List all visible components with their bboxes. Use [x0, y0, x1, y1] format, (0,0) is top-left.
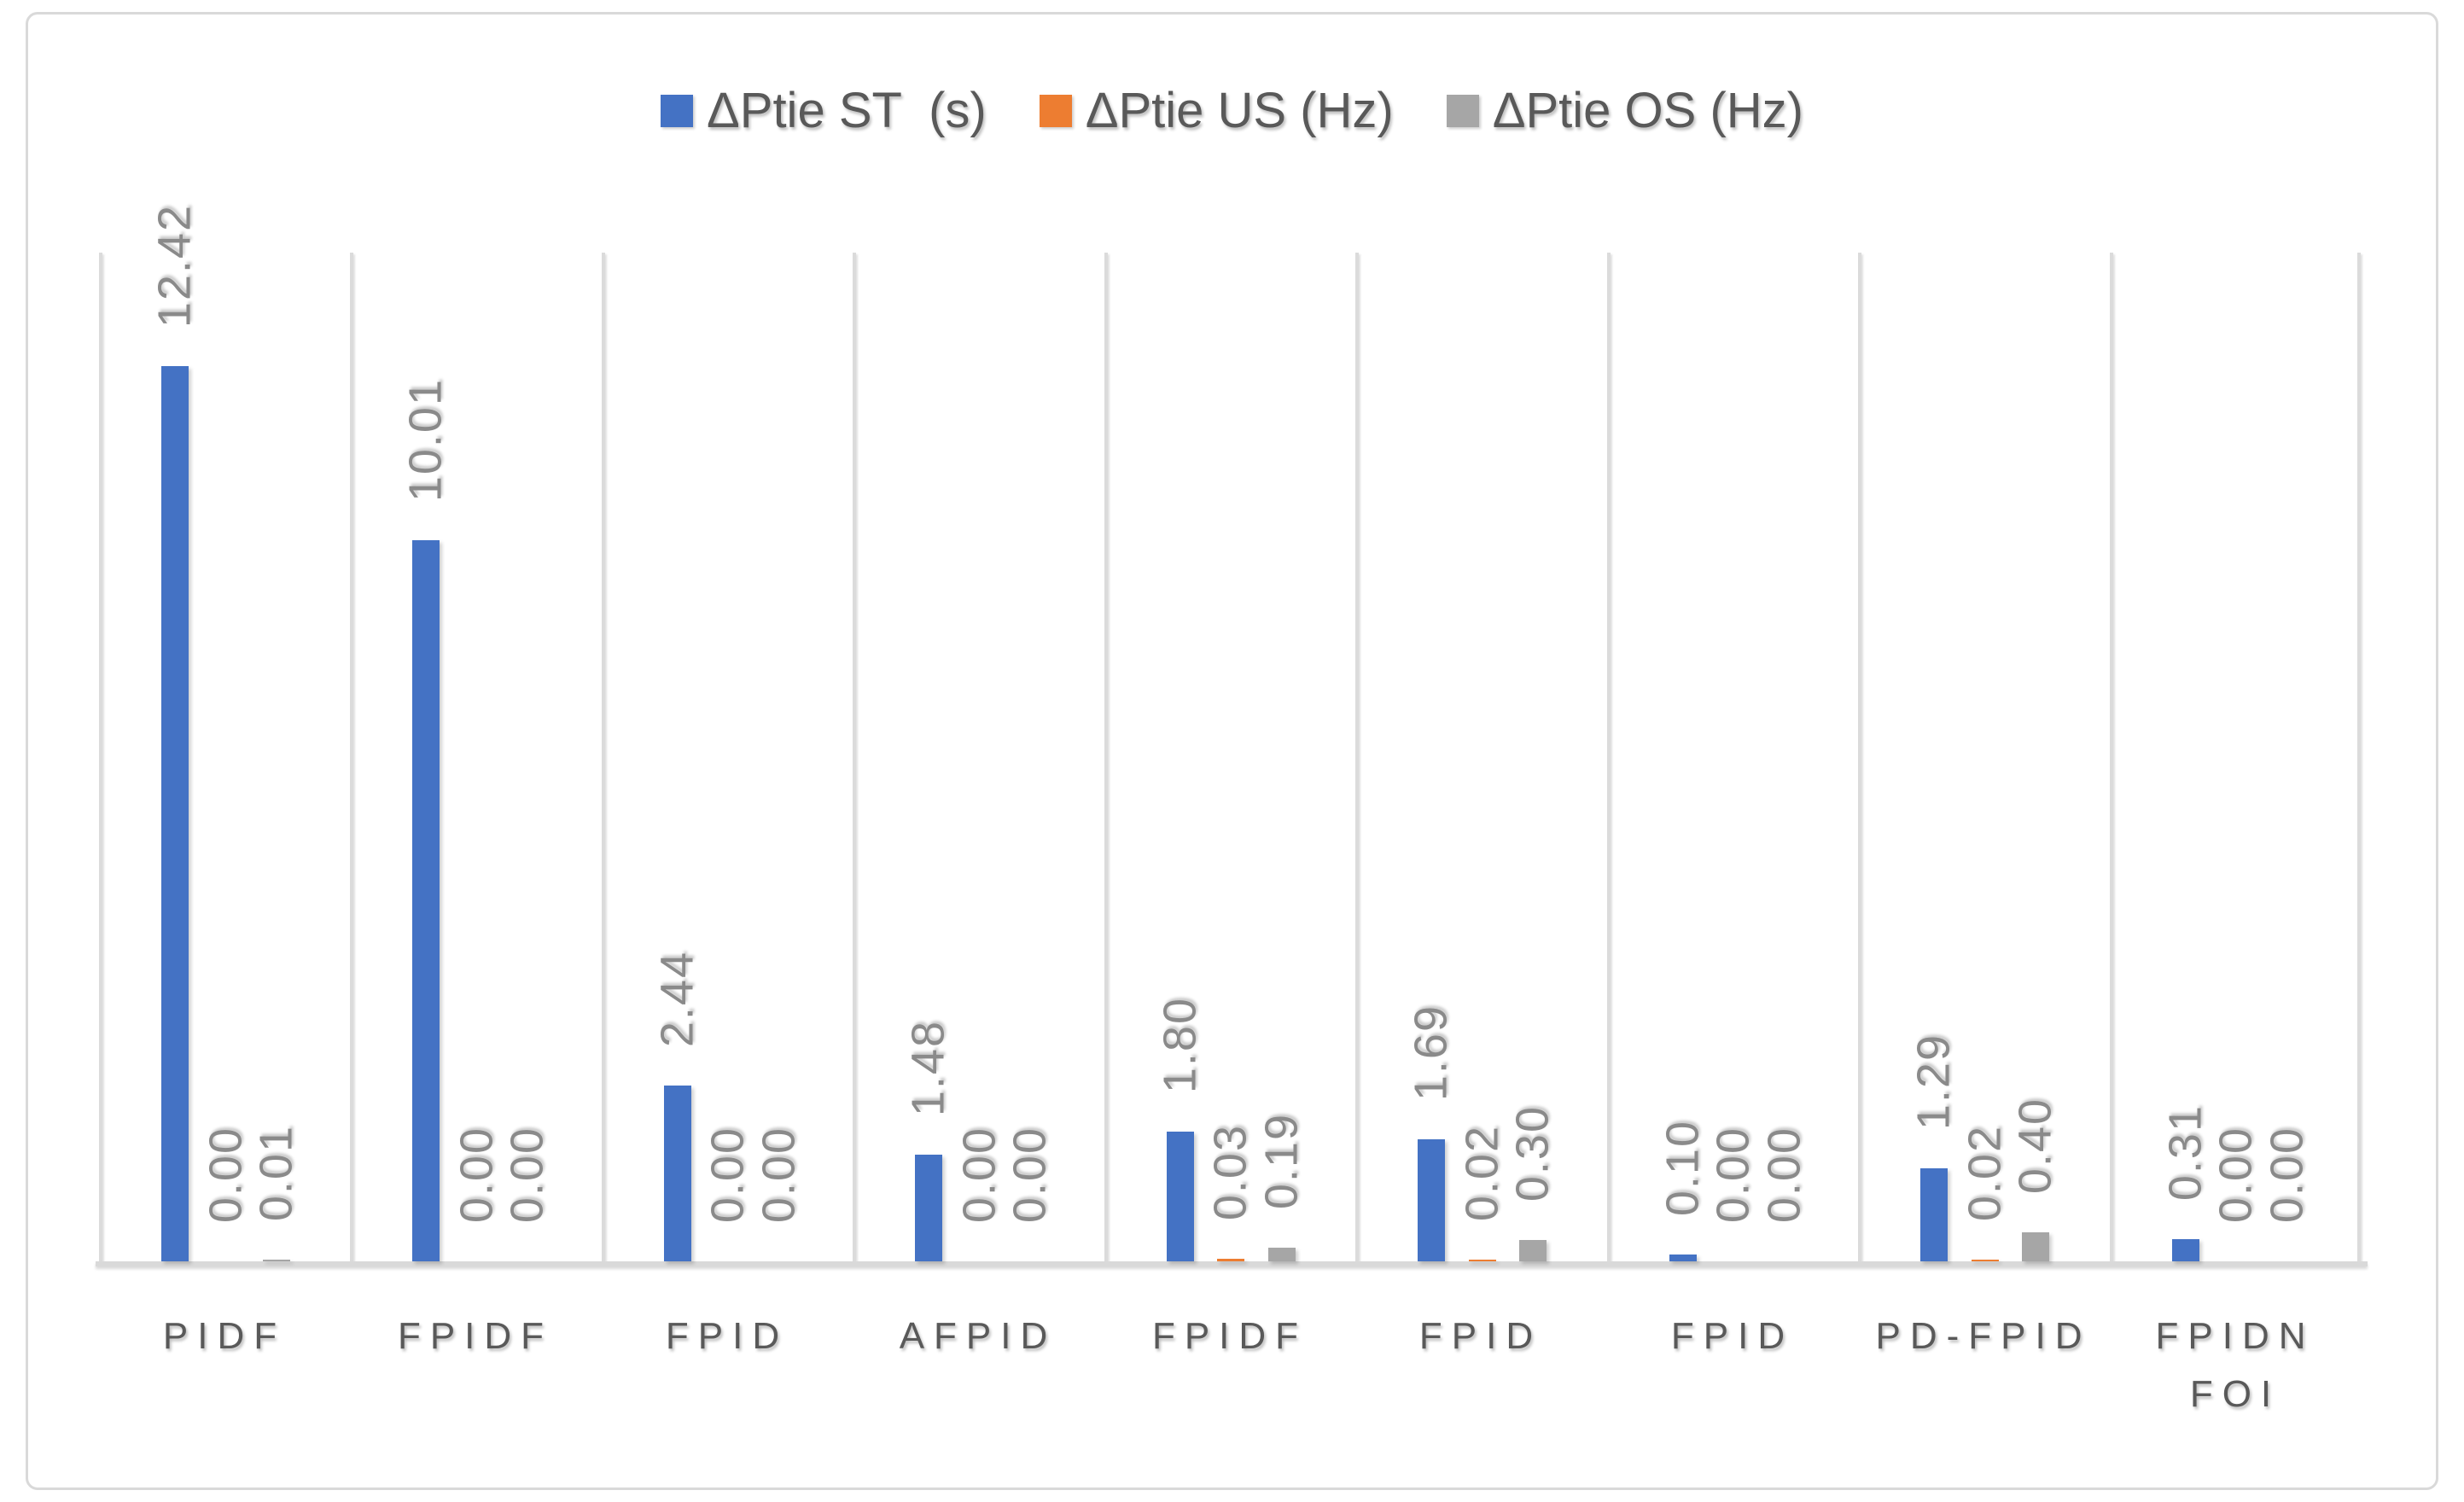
data-label-us: 0.00	[953, 1126, 1005, 1223]
bar-st-afpid	[915, 1155, 942, 1261]
data-label-os: 0.01	[250, 1124, 302, 1221]
data-label-us: 0.00	[200, 1126, 252, 1223]
data-label-os: 0.00	[1758, 1126, 1810, 1223]
bar-st-fpid	[664, 1086, 691, 1261]
category-label-fpid: FPID	[1418, 1315, 1543, 1357]
category-separator-gridline	[2357, 253, 2361, 1261]
legend-swatch-us	[1039, 94, 1072, 127]
category-separator-gridline	[1858, 253, 1861, 1261]
category-label-pidf: PIDF	[162, 1315, 287, 1357]
bar-st-fpid	[1418, 1139, 1445, 1261]
data-label-st: 0.31	[2159, 1103, 2211, 1201]
category-label-afpid: AFPID	[899, 1315, 1057, 1357]
data-label-us: 0.00	[451, 1126, 503, 1223]
category-label-fpidf: FPIDF	[1151, 1315, 1308, 1357]
category-label-fpid: FPID	[1670, 1315, 1795, 1357]
bar-us-fpid	[1469, 1260, 1496, 1261]
data-label-st: 2.44	[651, 950, 703, 1047]
data-label-os: 0.19	[1255, 1112, 1308, 1209]
bar-st-fpid	[1669, 1255, 1697, 1261]
data-label-us: 0.00	[1707, 1126, 1759, 1223]
chart-legend: ΔPtie ST (s) ΔPtie US (Hz) ΔPtie OS (Hz)	[0, 82, 2464, 139]
data-label-us: 0.02	[1456, 1124, 1508, 1221]
plot-area: 12.42 10.01 2.44 1.48 1.80 1.69 0.10 1.29 0.31 0.…	[96, 204, 2368, 1266]
category-axis-labels: PIDF FPIDF FPID AFPID FPIDF FPID FPID PD-FPID FP…	[99, 1307, 2361, 1470]
bar-st-pidf	[161, 366, 189, 1261]
data-label-us: 0.03	[1204, 1123, 1256, 1220]
data-label-st: 10.01	[399, 377, 451, 502]
category-separator-gridline	[1607, 253, 1611, 1261]
data-label-st: 1.29	[1908, 1033, 1960, 1130]
data-label-us: 0.00	[702, 1126, 754, 1223]
category-label-pd-fpid: PD-FPID	[1875, 1315, 2092, 1357]
data-label-os: 0.30	[1506, 1104, 1558, 1202]
category-separator-gridline	[99, 253, 102, 1261]
legend-swatch-os	[1446, 94, 1479, 127]
bar-st-fpidf	[1167, 1132, 1194, 1261]
data-label-os: 0.00	[753, 1126, 805, 1223]
bar-st-pd-fpid	[1920, 1168, 1948, 1261]
legend-item-os: ΔPtie OS (Hz)	[1446, 82, 1803, 139]
category-separator-gridline	[350, 253, 353, 1261]
bar-os-fpid	[1519, 1240, 1547, 1261]
category-separator-gridline	[2110, 253, 2113, 1261]
legend-label-us: ΔPtie US (Hz)	[1085, 83, 1394, 138]
category-separator-gridline	[1355, 253, 1359, 1261]
legend-label-st: ΔPtie ST (s)	[707, 83, 987, 138]
bar-st-fpidn-foi	[2172, 1239, 2199, 1261]
bar-us-fpidf	[1217, 1259, 1244, 1261]
legend-label-os: ΔPtie OS (Hz)	[1492, 83, 1803, 138]
data-label-os: 0.00	[501, 1126, 553, 1223]
data-label-us: 0.00	[2210, 1126, 2262, 1223]
bar-st-fpidf	[412, 540, 440, 1261]
category-separator-gridline	[602, 253, 605, 1261]
data-label-st: 1.48	[902, 1019, 954, 1116]
data-label-os: 0.40	[2009, 1097, 2061, 1194]
category-label-fpidn-foi: FPIDN FOI	[2155, 1315, 2315, 1416]
legend-swatch-st	[661, 94, 694, 127]
category-label-fpidf: FPIDF	[397, 1315, 554, 1357]
bar-us-pd-fpid	[1972, 1260, 1999, 1261]
bar-os-fpidf	[1268, 1248, 1296, 1261]
data-label-st: 0.10	[1657, 1119, 1709, 1216]
category-label-fpid: FPID	[665, 1315, 789, 1357]
legend-item-us: ΔPtie US (Hz)	[1039, 82, 1394, 139]
category-separator-gridline	[1104, 253, 1108, 1261]
data-label-st: 1.69	[1405, 1004, 1457, 1101]
legend-item-st: ΔPtie ST (s)	[661, 82, 987, 139]
data-label-os: 0.00	[1004, 1126, 1056, 1223]
x-axis-line	[96, 1261, 2368, 1266]
category-separator-gridline	[853, 253, 856, 1261]
data-label-os: 0.00	[2261, 1126, 2313, 1223]
bar-os-pd-fpid	[2022, 1232, 2049, 1261]
data-label-us: 0.02	[1959, 1124, 2011, 1221]
data-label-st: 12.42	[149, 203, 201, 328]
data-label-st: 1.80	[1154, 996, 1206, 1093]
bar-os-pidf	[263, 1260, 290, 1261]
